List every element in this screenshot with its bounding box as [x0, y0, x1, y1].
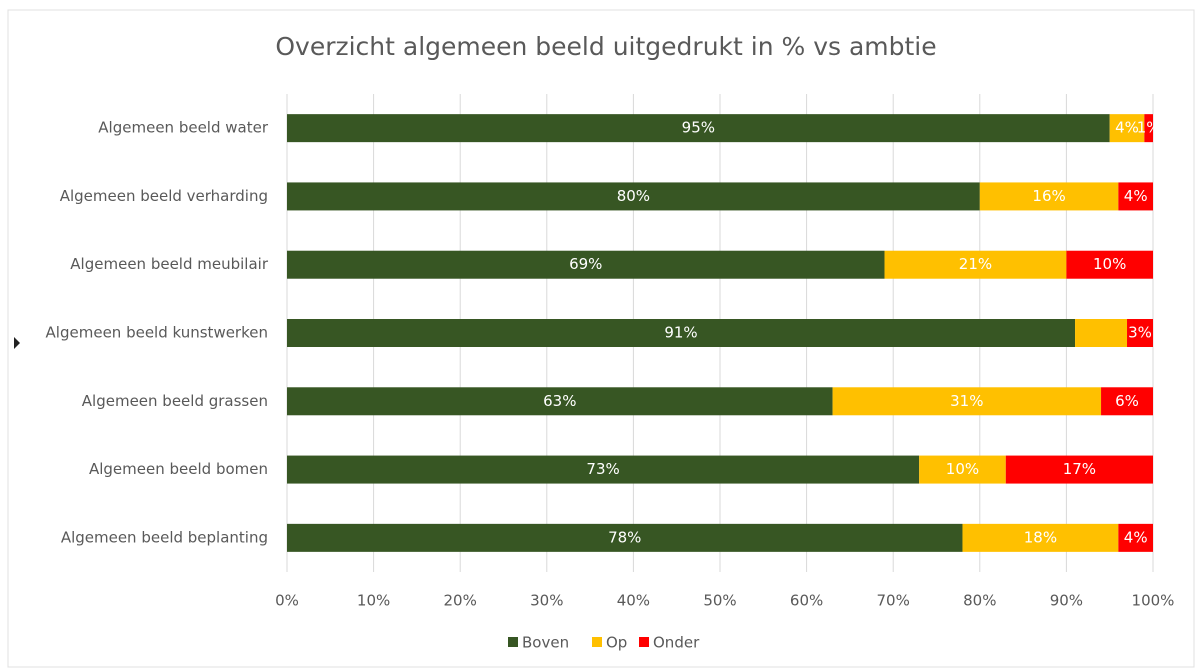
y-tick-label: Algemeen beeld meubilair	[70, 255, 269, 273]
x-tick-label: 80%	[963, 592, 996, 610]
legend-swatch	[508, 637, 518, 647]
data-label: 10%	[1093, 255, 1126, 273]
bar-segment	[1101, 387, 1153, 416]
legend-swatch	[639, 637, 649, 647]
bar-segment	[979, 182, 1119, 211]
data-label: 31%	[950, 392, 983, 410]
x-tick-label: 10%	[357, 592, 390, 610]
bar-segment	[1109, 114, 1145, 143]
data-label: 3%	[1128, 324, 1152, 342]
y-tick-label: Algemeen beeld water	[98, 119, 269, 137]
data-label: 80%	[617, 187, 650, 205]
legend-swatch	[592, 637, 602, 647]
bar-segment	[884, 250, 1067, 279]
data-label: 63%	[543, 392, 576, 410]
x-tick-label: 0%	[275, 592, 299, 610]
x-tick-label: 20%	[444, 592, 477, 610]
data-label: 78%	[608, 528, 641, 546]
data-label: 4%	[1124, 187, 1148, 205]
bar-segment	[287, 114, 1110, 143]
data-label: 4%	[1124, 528, 1148, 546]
bar-segment	[1075, 319, 1128, 347]
data-label: 1%	[1137, 119, 1161, 137]
row-marker	[14, 337, 20, 349]
bar-segment	[287, 387, 833, 416]
bar-segment	[1118, 182, 1153, 211]
legend-label: Boven	[522, 634, 569, 652]
chart-title: Overzicht algemeen beeld uitgedrukt in %…	[275, 32, 936, 61]
bar-segment	[1066, 250, 1153, 279]
x-tick-label: 70%	[877, 592, 910, 610]
x-tick-label: 90%	[1050, 592, 1083, 610]
data-label: 21%	[959, 255, 992, 273]
data-label: 95%	[682, 119, 715, 137]
x-tick-label: 40%	[617, 592, 650, 610]
bar-segment	[832, 387, 1102, 416]
bar-segment	[287, 523, 963, 552]
x-tick-label: 100%	[1132, 592, 1175, 610]
x-tick-label: 60%	[790, 592, 823, 610]
data-label: 4%	[1115, 119, 1139, 137]
bar-segment	[919, 455, 1006, 484]
bar-segment	[1118, 523, 1153, 552]
legend-label: Onder	[653, 634, 700, 652]
data-label: 18%	[1024, 528, 1057, 546]
bar-segment	[287, 250, 885, 279]
bar-segment	[1005, 455, 1153, 484]
data-label: 17%	[1063, 460, 1096, 478]
bar-segment	[287, 455, 920, 484]
legend-label: Op	[606, 634, 627, 652]
x-tick-label: 50%	[703, 592, 736, 610]
y-tick-label: Algemeen beeld verharding	[60, 187, 268, 205]
data-label: 73%	[586, 460, 619, 478]
data-label: 6%	[1115, 392, 1139, 410]
bar-segment	[287, 182, 980, 211]
bar-segment	[1127, 319, 1153, 347]
y-tick-label: Algemeen beeld kunstwerken	[46, 324, 268, 342]
bar-segment	[962, 523, 1119, 552]
data-label: 69%	[569, 255, 602, 273]
data-label: 10%	[946, 460, 979, 478]
bar-segment	[1144, 114, 1153, 143]
y-tick-label: Algemeen beeld bomen	[89, 460, 268, 478]
y-tick-label: Algemeen beeld grassen	[82, 392, 268, 410]
data-label: 91%	[664, 324, 697, 342]
y-tick-label: Algemeen beeld beplanting	[61, 528, 268, 546]
bar-segment	[287, 319, 1076, 347]
x-tick-label: 30%	[530, 592, 563, 610]
data-label: 16%	[1032, 187, 1065, 205]
